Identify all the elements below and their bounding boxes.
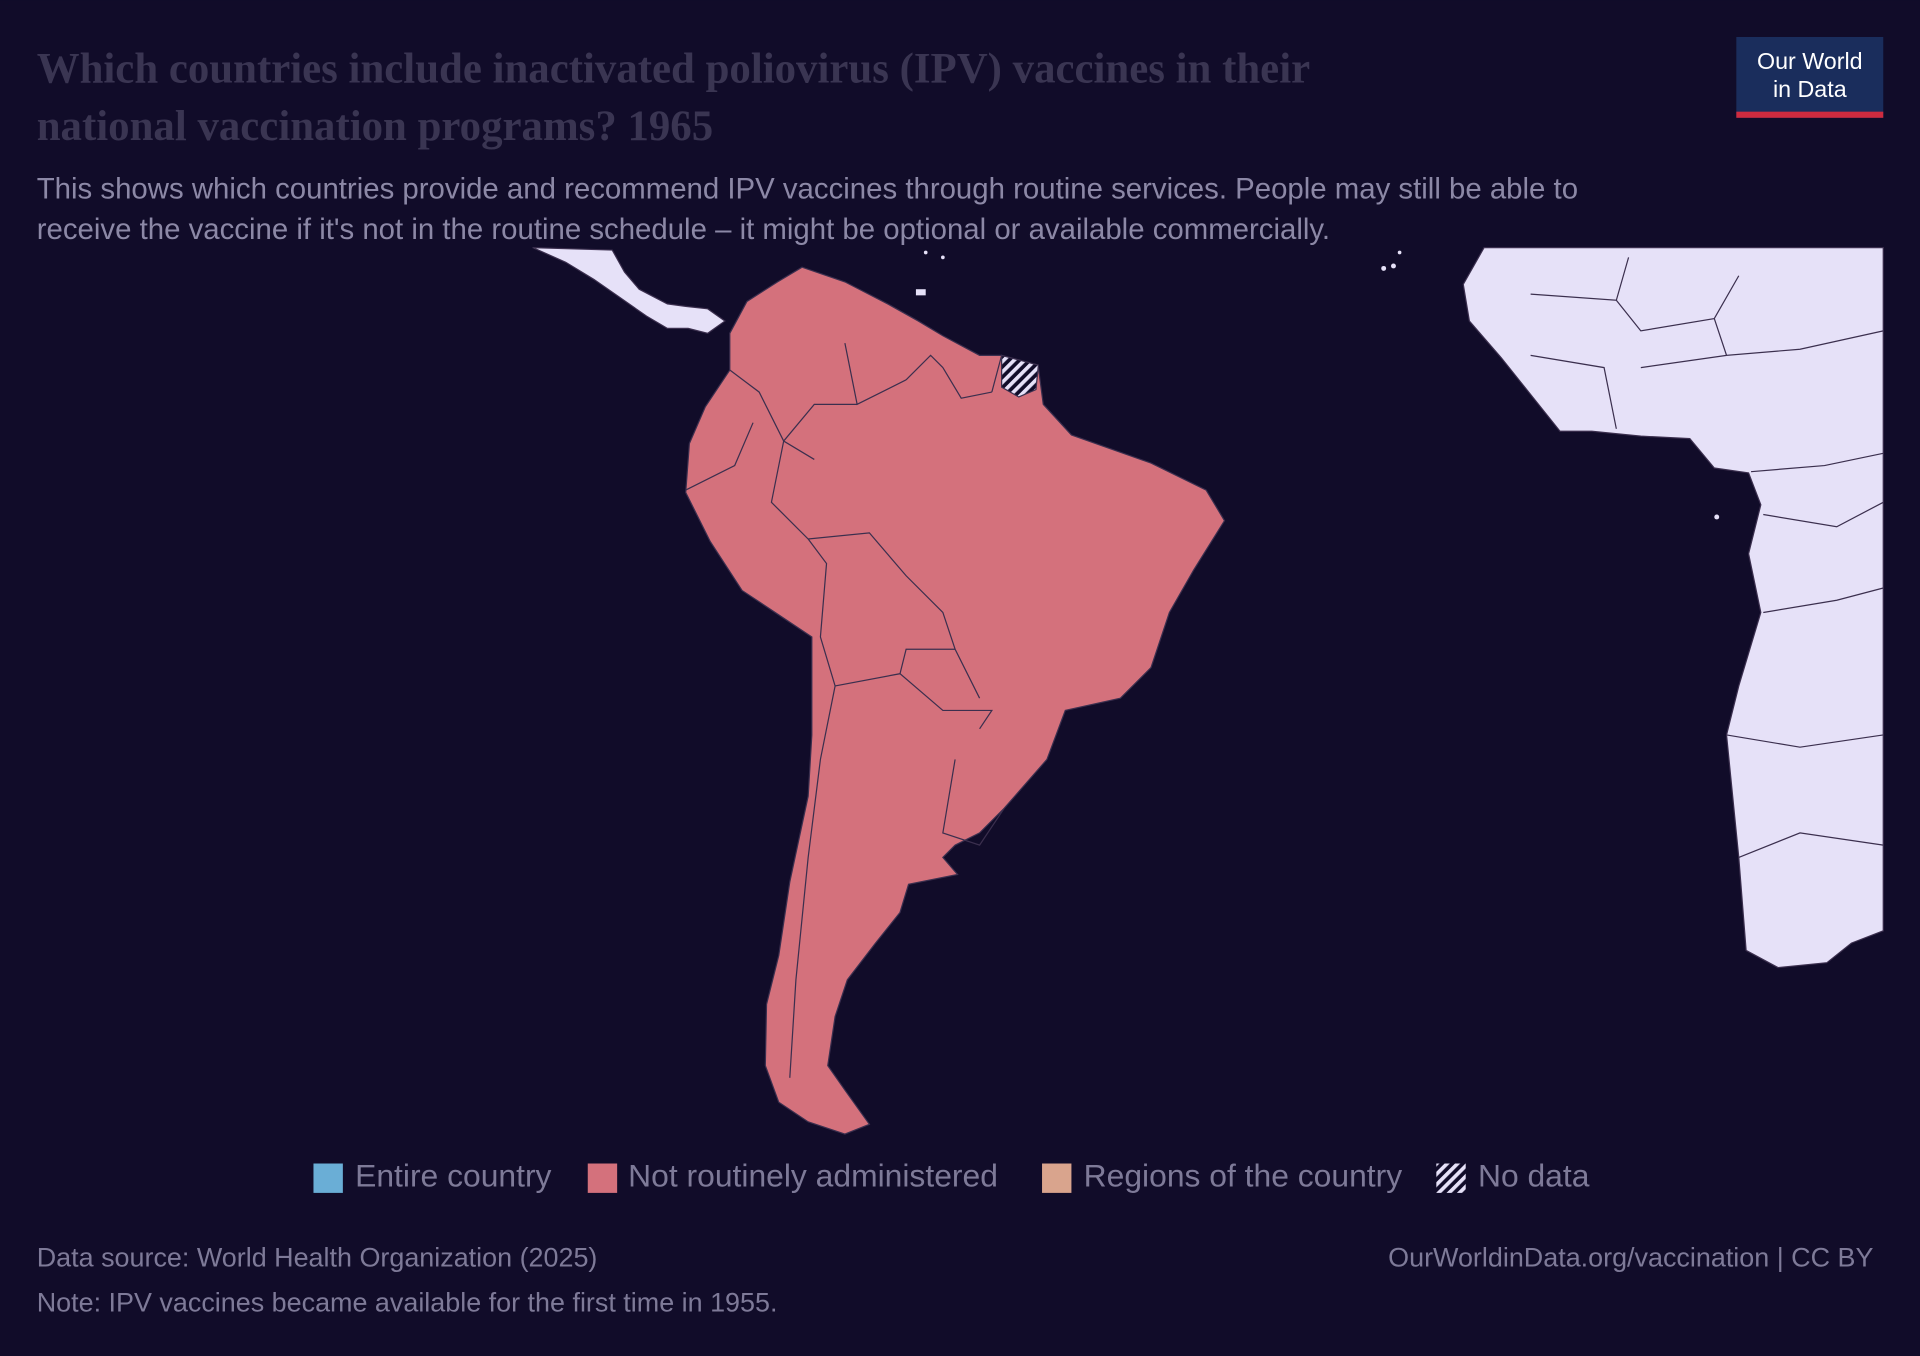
logo-text: in Data bbox=[1773, 76, 1847, 102]
note: Note: IPV vaccines became available for … bbox=[37, 1288, 778, 1318]
subtitle-line: This shows which countries provide and r… bbox=[37, 173, 1578, 206]
logo-bar bbox=[1736, 111, 1884, 118]
legend-swatch bbox=[587, 1163, 618, 1193]
country-borders bbox=[685, 342, 1005, 1078]
source-url[interactable]: OurWorldinData.org/vaccination | CC BY bbox=[1388, 1242, 1873, 1272]
islands bbox=[915, 250, 1720, 520]
legend-label: Regions of the country bbox=[1084, 1158, 1403, 1194]
logo-box bbox=[1736, 36, 1884, 118]
legend-label: Not routinely administered bbox=[628, 1158, 998, 1194]
legend: Entire country Not routinely administere… bbox=[313, 1158, 1590, 1194]
africa bbox=[1462, 246, 1884, 969]
french-guiana bbox=[1001, 354, 1040, 398]
logo-text: Our World bbox=[1757, 48, 1863, 74]
legend-swatch bbox=[1436, 1163, 1466, 1193]
central-america bbox=[532, 246, 726, 334]
legend-label: Entire country bbox=[355, 1158, 551, 1194]
legend-swatch bbox=[313, 1163, 343, 1193]
south-america bbox=[685, 266, 1226, 1135]
source: Data source: World Health Organization (… bbox=[37, 1242, 598, 1272]
africa-borders bbox=[1530, 257, 1884, 858]
subtitle-line: receive the vaccine if it's not in the r… bbox=[37, 213, 1330, 246]
legend-swatch bbox=[1042, 1163, 1072, 1193]
title-line: national vaccination programs? 1965 bbox=[37, 103, 713, 150]
title-line: Which countries include inactivated poli… bbox=[37, 45, 1310, 92]
map bbox=[532, 246, 1884, 1135]
legend-label: No data bbox=[1478, 1158, 1590, 1194]
logo[interactable]: Our World in Data bbox=[1736, 36, 1884, 118]
